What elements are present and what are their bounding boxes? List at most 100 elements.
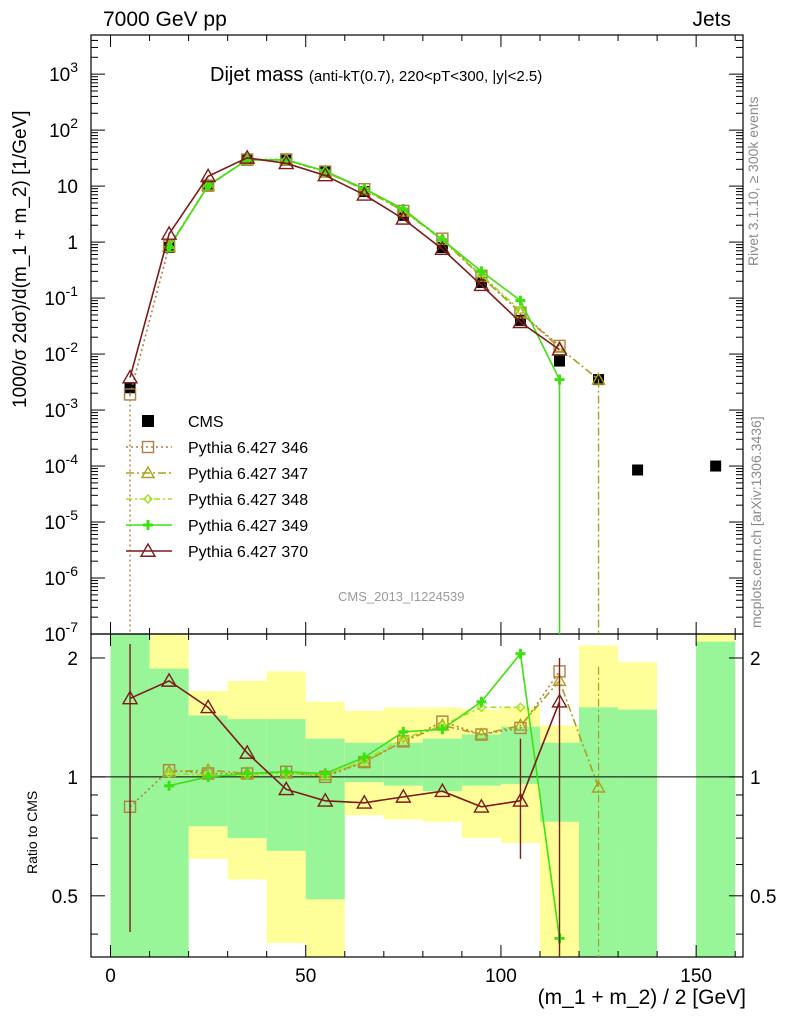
y-tick-label: 1 <box>67 233 78 254</box>
main-panel-series <box>121 149 722 634</box>
cms-point <box>436 242 448 254</box>
main-series-line-4 <box>129 156 560 378</box>
legend-marker-4 <box>139 542 157 557</box>
ratio-series-point-1 <box>513 717 528 731</box>
ratio-series-point-1 <box>474 727 489 740</box>
ratio-panel-axes: 0 50 100 150 0.5 0.5 1 1 2 2 <box>52 633 776 987</box>
legend-cms-marker <box>142 415 154 427</box>
ratio-y-tick-label-1: 1 <box>67 768 78 789</box>
y-tick-label: 10-5 <box>44 507 78 534</box>
main-series-line-2 <box>168 158 522 312</box>
main-series-point-4 <box>278 154 295 170</box>
ratio-series-line-1 <box>169 679 600 788</box>
legend-label-4: Pythia 6.427 370 <box>188 544 308 561</box>
legend-label-3: Pythia 6.427 349 <box>188 518 308 535</box>
cms-point <box>554 355 566 367</box>
ratio-series-point-4 <box>434 782 451 798</box>
legend-label-2: Pythia 6.427 348 <box>188 492 308 509</box>
ratio-series-point-3 <box>164 780 175 791</box>
cms-point <box>475 276 487 288</box>
ratio-y-tick-label-right-0.5: 0.5 <box>750 887 776 908</box>
x-tick-label-50: 50 <box>295 966 316 987</box>
main-series-point-4 <box>121 369 139 384</box>
ratio-series-point-4 <box>238 744 256 759</box>
band-green-70 <box>383 742 423 786</box>
main-series-point-4 <box>356 186 373 201</box>
ratio-series-point-3 <box>398 726 409 737</box>
ratio-series-point-4 <box>395 788 412 803</box>
ratio-series-point-2 <box>515 702 526 713</box>
ratio-series-point-3 <box>281 766 292 777</box>
y-tick-label: 10-3 <box>44 395 78 422</box>
ratio-frame <box>90 633 744 958</box>
ratio-series-point-4 <box>199 698 217 714</box>
ratio-panel-series <box>121 644 606 957</box>
main-series-point-4 <box>512 313 529 329</box>
legend: CMS Pythia 6.427 346 Pythia 6.427 347 Pythi… <box>126 414 308 561</box>
band-green-130 <box>618 709 658 957</box>
main-series-point-4 <box>317 167 334 182</box>
y-tick-label: 10-7 <box>44 619 78 646</box>
legend-marker-3 <box>143 520 153 530</box>
ratio-y-tick-label-2: 2 <box>67 649 78 670</box>
main-series-point-4 <box>473 276 490 292</box>
cms-point <box>632 464 644 476</box>
ratio-series-point-2 <box>476 702 487 713</box>
ratio-series-point-3 <box>515 648 526 659</box>
y-tick-label: 10-2 <box>44 339 78 366</box>
ratio-y-tick-label-right-1: 1 <box>750 768 761 789</box>
ratio-series-point-3 <box>203 771 214 782</box>
ratio-series-point-4 <box>278 780 295 796</box>
main-series-point-4 <box>551 341 568 356</box>
y-tick-label: 102 <box>49 115 78 142</box>
header-left-label: 7000 GeV pp <box>103 8 227 31</box>
ratio-series-point-3 <box>242 768 253 779</box>
ratio-y-axis-label: Ratio to CMS <box>24 790 40 874</box>
title-subtitle: (anti-kT(0.7), 220<pT<300, |y|<2.5) <box>308 68 543 85</box>
ratio-series-point-4 <box>356 794 373 809</box>
ratio-series-point-3 <box>476 696 487 707</box>
ratio-series-point-2 <box>398 733 409 744</box>
main-series-point-4 <box>238 149 256 164</box>
ratio-series-point-1 <box>591 780 606 793</box>
x-axis-label: (m_1 + m_2) / 2 [GeV] <box>537 986 746 1009</box>
band-green-50 <box>305 738 345 900</box>
ratio-series-line-4 <box>129 679 561 808</box>
main-panel-axes: 10-7 10-6 10-5 10-4 10-3 10-2 10-1 1 10 102 103 <box>44 34 744 646</box>
ratio-series-point-2 <box>164 768 175 779</box>
y-tick-label: 10 <box>57 177 78 198</box>
legend-label-1: Pythia 6.427 347 <box>188 466 308 483</box>
band-green-40 <box>266 719 306 851</box>
legend-marker-0 <box>141 440 155 454</box>
main-series-point-3 <box>515 295 526 306</box>
title-main: Dijet mass <box>210 64 304 86</box>
y-tick-label: 10-4 <box>44 451 78 478</box>
main-series-point-4 <box>434 240 451 256</box>
ratio-y-tick-label-right-2: 2 <box>750 649 761 670</box>
y-axis-label: 1000/σ 2dσ)/d(m_1 + m_2) [1/GeV] <box>10 110 31 408</box>
x-tick-label-0: 0 <box>105 966 116 987</box>
ratio-series-point-3 <box>437 724 448 735</box>
y-tick-label: 103 <box>49 59 78 86</box>
ratio-series-point-4 <box>317 792 334 807</box>
main-series-point-3 <box>203 180 214 191</box>
ratio-series-line-0 <box>129 670 561 808</box>
mcplots-label: mcplots.cern.ch [arXiv:1306.3436] <box>748 416 764 628</box>
legend-label-0: Pythia 6.427 346 <box>188 440 308 457</box>
x-tick-label-150: 150 <box>680 966 712 987</box>
main-series-line-1 <box>168 159 600 381</box>
ratio-series-point-4 <box>160 672 178 687</box>
rivet-version-label: Rivet 3.1.10, ≥ 300k events <box>745 96 761 266</box>
ratio-y-tick-label-0.5: 0.5 <box>52 887 78 908</box>
legend-marker-1 <box>140 465 156 479</box>
header-right-label: Jets <box>692 8 731 31</box>
band-green-150 <box>696 641 736 957</box>
cms-point <box>514 314 526 326</box>
analysis-tag: CMS_2013_I1224539 <box>338 589 465 604</box>
band-green-90 <box>461 734 501 786</box>
legend-cms-label: CMS <box>188 414 224 431</box>
cms-point <box>124 382 136 394</box>
band-green-80 <box>422 738 462 792</box>
band-green-10 <box>149 668 189 957</box>
